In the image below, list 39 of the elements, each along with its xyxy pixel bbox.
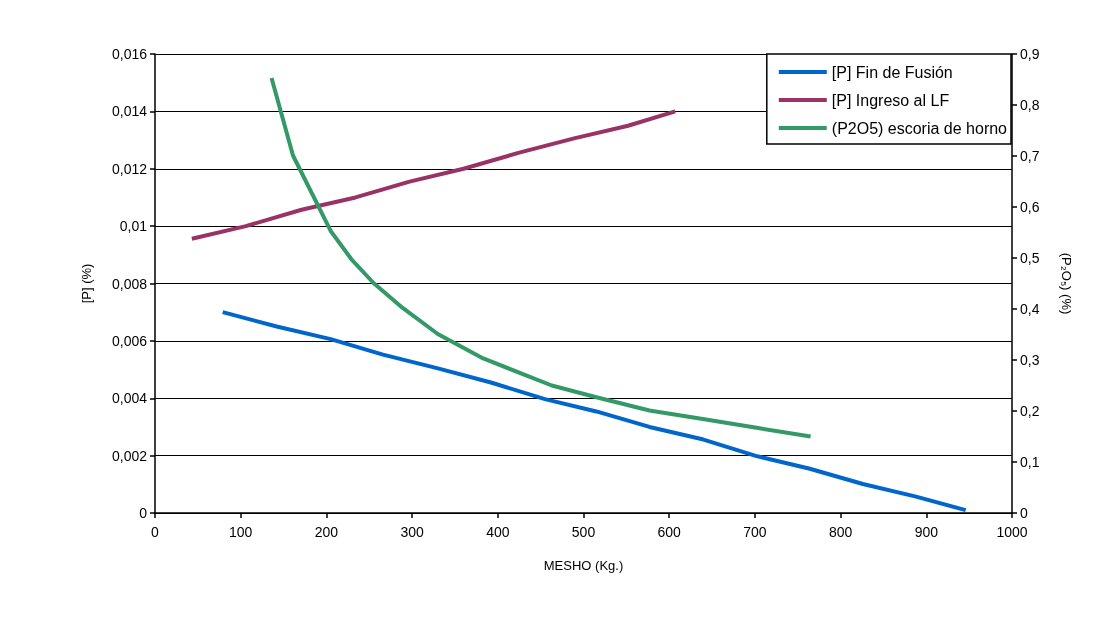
y2-tick-label: 0 [1020, 505, 1028, 521]
x-tick-label: 900 [914, 524, 939, 540]
y2-tick-label: 0,2 [1020, 403, 1040, 419]
x-tick-label: 400 [486, 524, 510, 540]
y-tick-label: 0,002 [111, 447, 148, 464]
legend-label: [P] Fin de Fusión [831, 63, 953, 81]
x-tick-label: 1000 [996, 524, 1028, 540]
line-series [220, 310, 968, 513]
y2-tick-label: 0,5 [1020, 250, 1040, 266]
y2-tick-label: 0,3 [1020, 352, 1040, 368]
y-tick-label: 0,014 [111, 103, 148, 120]
x-axis-title: MESHO (Kg.) [543, 558, 624, 573]
y-tick-label: 0,008 [111, 275, 148, 292]
x-tick-label: 600 [657, 524, 682, 540]
x-tick-label: 100 [229, 524, 253, 540]
y2-axis-title: (P₂O₅) (%) [1059, 252, 1074, 315]
y-tick-label: 0,016 [111, 46, 148, 62]
x-tick-label: 300 [400, 524, 424, 540]
y2-tick-label: 0,1 [1020, 454, 1040, 470]
y2-tick-label: 0,6 [1020, 199, 1040, 215]
y-tick-label: 0,012 [111, 160, 148, 177]
x-tick-label: 800 [828, 524, 853, 540]
y-tick-label: 0,01 [119, 218, 148, 235]
line-series [189, 109, 678, 241]
x-tick-label: 700 [743, 524, 767, 540]
y-tick-label: 0,006 [111, 332, 148, 349]
x-tick-label: 0 [151, 524, 160, 540]
y2-tick-label: 0,8 [1020, 97, 1040, 113]
legend-label: [P] Ingreso al LF [831, 91, 950, 109]
line-series [269, 75, 813, 439]
x-tick-label: 200 [314, 524, 339, 540]
y2-tick-label: 0,9 [1020, 46, 1040, 62]
y-tick-label: 0,004 [111, 390, 148, 407]
legend-label: (P2O5) escoria de horno [831, 119, 1008, 137]
y-tick-label: 0 [139, 505, 148, 521]
x-tick-label: 500 [571, 524, 596, 540]
y2-tick-label: 0,4 [1020, 301, 1040, 317]
y-axis-title: [P] (%) [79, 263, 94, 304]
y2-tick-label: 0,7 [1020, 148, 1040, 164]
